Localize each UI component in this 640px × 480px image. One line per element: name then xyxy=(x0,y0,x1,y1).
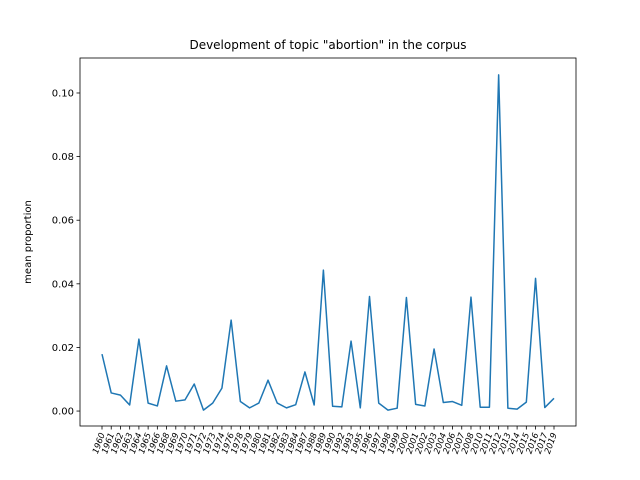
y-tick-label: 0.02 xyxy=(52,343,74,354)
y-tick-label: 0.00 xyxy=(52,407,74,418)
y-tick-label: 0.08 xyxy=(52,152,74,163)
y-tick-label: 0.06 xyxy=(52,216,74,227)
y-tick-label: 0.04 xyxy=(52,279,74,290)
y-tick-label: 0.10 xyxy=(52,88,74,99)
chart-title: Development of topic "abortion" in the c… xyxy=(189,38,466,52)
plot-frame xyxy=(79,57,577,427)
y-axis-label: mean proportion xyxy=(23,200,34,284)
line xyxy=(101,74,555,411)
